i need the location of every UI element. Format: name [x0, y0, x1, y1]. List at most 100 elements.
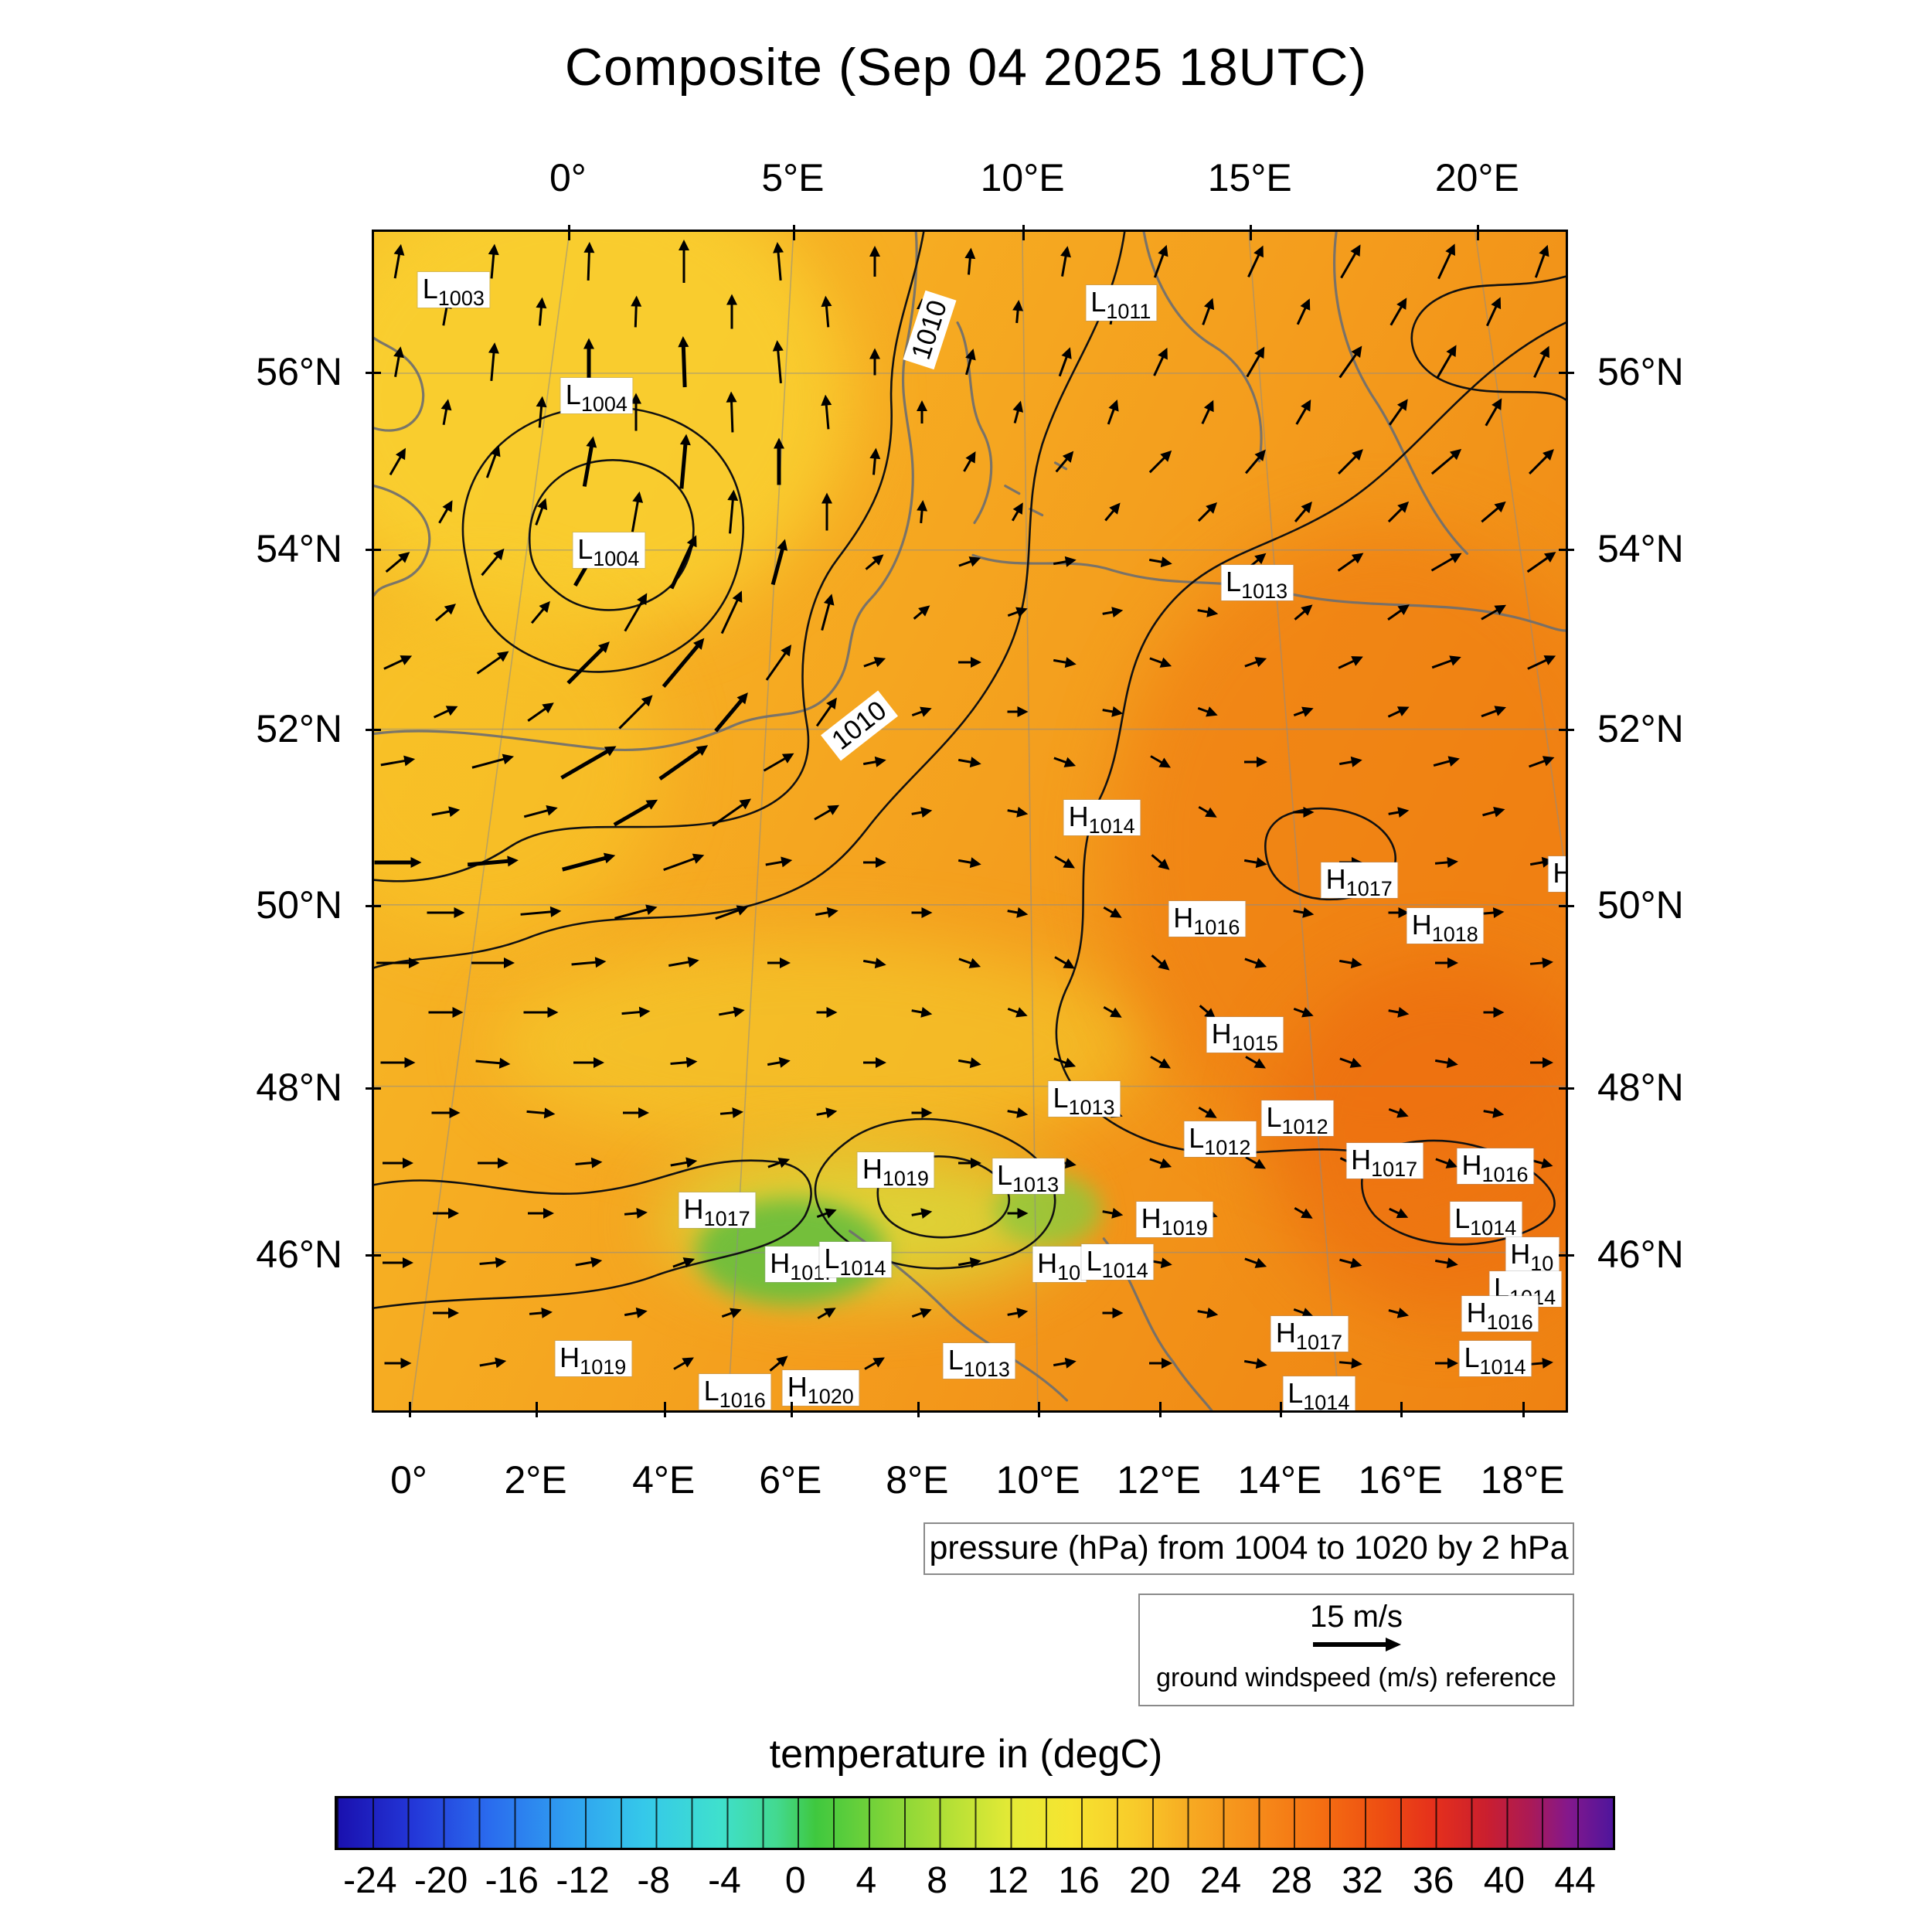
wind-arrow: [382, 1256, 414, 1270]
wind-arrow: [1147, 1152, 1175, 1174]
wind-arrow: [430, 700, 461, 725]
wind-arrow: [437, 396, 455, 427]
colorbar-tick-label: -24: [343, 1860, 397, 1901]
wind-arrow: [669, 1055, 699, 1071]
wind-arrow: [1196, 295, 1219, 328]
wind-arrow: [1478, 598, 1511, 625]
wind-arrow: [815, 591, 839, 633]
axis-tick-label: 46°N: [256, 1232, 342, 1276]
wind-arrow: [376, 956, 420, 970]
pressure-marker-letter: L: [565, 378, 581, 410]
pressure-caption: pressure (hPa) from 1004 to 1020 by 2 hP…: [923, 1522, 1574, 1575]
wind-arrow: [1242, 952, 1270, 974]
wind-arrow: [1482, 904, 1505, 920]
colorbar-tick-label: 16: [1058, 1860, 1100, 1901]
pressure-marker-letter: H: [1553, 857, 1566, 889]
axis-tick-label: 10°E: [980, 156, 1065, 199]
wind-arrow: [670, 1351, 699, 1376]
pressure-marker-layer: L1003 L1011 L1004 L1004 L1013 H1014 H1017 H1016…: [374, 232, 1566, 1410]
wind-arrow: [1478, 701, 1509, 723]
colorbar-tick-label: -4: [708, 1860, 741, 1901]
axis-tick-label: 10°E: [995, 1458, 1080, 1502]
colorbar-tick-label: 28: [1270, 1860, 1312, 1901]
wind-arrow: [1429, 650, 1464, 674]
axis-tick-mark: [917, 1402, 920, 1417]
pressure-marker: H10: [1505, 1236, 1560, 1275]
wind-arrow: [1524, 649, 1560, 675]
pressure-marker-letter: L: [577, 532, 594, 565]
pressure-marker-letter: L: [1266, 1100, 1282, 1133]
pressure-marker-value: 1016: [719, 1388, 766, 1412]
wind-arrow: [811, 799, 844, 826]
wind-arrow: [910, 804, 934, 821]
wind-arrow: [860, 1351, 889, 1376]
wind-arrow: [861, 651, 889, 673]
wind-arrow: [815, 1005, 838, 1019]
pressure-marker-value: 1016: [1481, 1163, 1529, 1187]
wind-arrow: [1526, 750, 1558, 774]
axis-tick-mark: [790, 1402, 793, 1417]
longitude-axis-bottom: 0° 2°E 4°E 6°E 8°E 10°E 12°E 14°E 16°E 18°E: [372, 1402, 1568, 1505]
wind-arrow: [481, 442, 506, 481]
axis-tick-label: 4°E: [632, 1458, 696, 1502]
axis-tick-mark: [1559, 549, 1574, 552]
axis-tick-label: 2°E: [504, 1458, 567, 1502]
pressure-marker-value: 1013: [1012, 1172, 1060, 1196]
wind-arrow: [374, 855, 422, 869]
pressure-marker-letter: L: [947, 1343, 964, 1376]
axis-tick-mark: [1400, 1402, 1403, 1417]
wind-arrow: [712, 900, 750, 925]
axis-tick-label: 5°E: [761, 156, 825, 199]
pressure-marker: H1018: [1406, 908, 1484, 946]
wind-arrow: [1145, 445, 1177, 478]
wind-arrow: [621, 1005, 651, 1021]
wind-arrow: [384, 444, 413, 479]
wind-arrow: [1427, 546, 1466, 577]
wind-arrow: [379, 1056, 416, 1070]
wind-arrow: [522, 1005, 559, 1019]
colorbar-tick-label: 32: [1342, 1860, 1383, 1901]
latitude-axis-right: 56°N 54°N 52°N 50°N 48°N 46°N: [1559, 230, 1757, 1413]
wind-arrow: [665, 532, 702, 592]
wind-reference-arrow-icon: [1140, 1636, 1573, 1657]
wind-arrow: [1100, 901, 1126, 924]
wind-arrow: [426, 906, 465, 920]
wind-arrow: [526, 1104, 556, 1121]
temperature-colorbar: [335, 1796, 1615, 1850]
wind-arrow: [1243, 853, 1270, 871]
wind-arrow: [1195, 1000, 1221, 1025]
pressure-marker-letter: L: [703, 1374, 719, 1406]
wind-arrow: [1005, 1104, 1030, 1122]
pressure-marker-letter: H: [1325, 862, 1346, 895]
axis-tick-label: 56°N: [1597, 349, 1684, 393]
wind-arrow: [1005, 903, 1030, 921]
wind-arrow: [1334, 547, 1369, 577]
wind-arrow: [1482, 1104, 1507, 1122]
wind-arrow: [1290, 395, 1317, 428]
axis-tick-label: 48°N: [256, 1065, 342, 1109]
wind-arrow: [1056, 244, 1075, 278]
wind-arrow: [573, 1056, 605, 1070]
wind-arrow: [1242, 242, 1270, 281]
wind-arrow: [522, 801, 560, 824]
wind-arrow: [1388, 906, 1410, 920]
pressure-marker-value: 1014: [1470, 1216, 1517, 1240]
wind-arrow: [1052, 1354, 1079, 1372]
pressure-marker: H1019: [555, 1340, 632, 1379]
wind-arrow: [581, 241, 597, 282]
pressure-marker: L1014: [1459, 1340, 1532, 1379]
coastline: [374, 336, 425, 432]
colorbar-tick-label: -8: [637, 1860, 671, 1901]
wind-arrow: [1100, 1204, 1125, 1222]
pressure-marker-value: 1019: [1161, 1216, 1208, 1240]
colorbar-tick-label: -16: [485, 1860, 539, 1901]
wind-arrow: [1148, 344, 1174, 379]
wind-arrow: [957, 655, 982, 669]
pressure-marker: L1014: [1081, 1243, 1154, 1282]
wind-arrow: [1529, 1056, 1554, 1070]
wind-arrow: [1529, 1355, 1554, 1372]
wind-arrow: [957, 1156, 982, 1170]
wind-arrow: [577, 434, 600, 488]
axis-tick-label: 15°E: [1207, 156, 1292, 199]
wind-arrow: [1100, 1001, 1126, 1024]
